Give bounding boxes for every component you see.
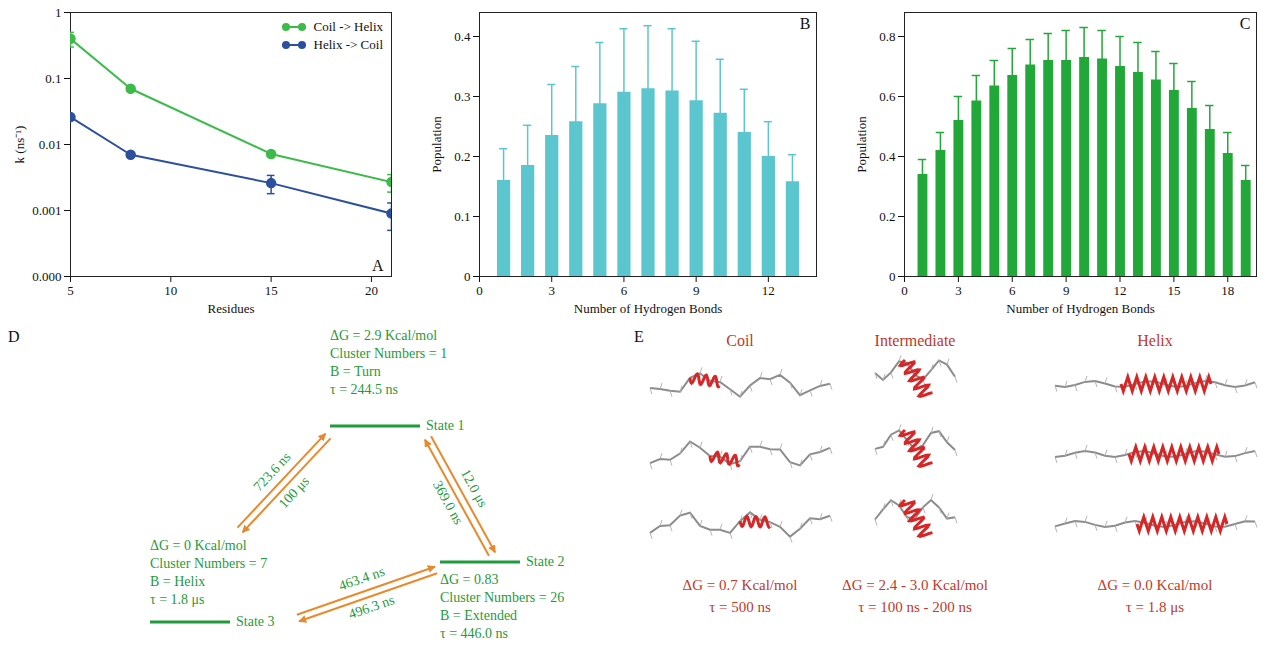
- svg-text:Number of Hydrogen Bonds: Number of Hydrogen Bonds: [574, 301, 722, 316]
- svg-text:Number of Hydrogen Bonds: Number of Hydrogen Bonds: [1006, 301, 1154, 316]
- svg-text:20: 20: [365, 283, 378, 298]
- svg-text:Cluster Numbers = 26: Cluster Numbers = 26: [440, 590, 564, 605]
- svg-text:0.8: 0.8: [879, 29, 895, 44]
- svg-text:9: 9: [693, 283, 700, 298]
- svg-text:3: 3: [955, 283, 962, 298]
- svg-text:10: 10: [164, 283, 177, 298]
- svg-text:ΔG = 0.7 Kcal/mol: ΔG = 0.7 Kcal/mol: [683, 577, 798, 593]
- svg-text:6: 6: [1009, 283, 1016, 298]
- svg-text:τ = 100 ns - 200 ns: τ = 100 ns - 200 ns: [858, 599, 972, 615]
- svg-text:B = Helix: B = Helix: [150, 574, 205, 589]
- svg-text:463.4 ns: 463.4 ns: [337, 564, 387, 594]
- svg-text:E: E: [634, 328, 644, 345]
- svg-text:0.001: 0.001: [32, 203, 61, 218]
- svg-text:B: B: [800, 15, 811, 32]
- svg-text:0.3: 0.3: [454, 89, 470, 104]
- svg-text:τ = 500 ns: τ = 500 ns: [709, 599, 771, 615]
- svg-text:k (ns⁻¹): k (ns⁻¹): [12, 126, 27, 164]
- svg-text:0: 0: [901, 283, 908, 298]
- svg-text:12.0 μs: 12.0 μs: [458, 467, 491, 510]
- svg-text:State 1: State 1: [426, 418, 465, 433]
- svg-text:0.1: 0.1: [454, 209, 470, 224]
- svg-text:B = Turn: B = Turn: [330, 364, 381, 379]
- svg-text:Population: Population: [854, 116, 869, 173]
- svg-text:12: 12: [762, 283, 775, 298]
- svg-text:ΔG = 2.9 Kcal/mol: ΔG = 2.9 Kcal/mol: [330, 328, 437, 343]
- html-text:Helix -> Coil: Helix -> Coil: [313, 37, 383, 52]
- svg-text:15: 15: [1167, 283, 1180, 298]
- svg-text:ΔG = 2.4 - 3.0 Kcal/mol: ΔG = 2.4 - 3.0 Kcal/mol: [842, 577, 988, 593]
- svg-text:0.2: 0.2: [454, 149, 470, 164]
- svg-text:ΔG = 0.83: ΔG = 0.83: [440, 572, 499, 587]
- svg-text:0: 0: [464, 269, 471, 284]
- svg-text:496.3 ns: 496.3 ns: [347, 592, 397, 622]
- svg-text:B = Extended: B = Extended: [440, 608, 517, 623]
- svg-text:Cluster Numbers = 7: Cluster Numbers = 7: [150, 556, 267, 571]
- svg-text:0: 0: [476, 283, 483, 298]
- svg-text:C: C: [1240, 15, 1251, 32]
- svg-text:Residues: Residues: [208, 301, 255, 316]
- svg-text:5: 5: [67, 283, 74, 298]
- svg-text:0: 0: [889, 269, 896, 284]
- svg-text:0.2: 0.2: [879, 209, 895, 224]
- svg-text:τ = 1.8 μs: τ = 1.8 μs: [1126, 599, 1185, 615]
- svg-text:A: A: [372, 257, 384, 274]
- svg-text:15: 15: [265, 283, 278, 298]
- svg-text:3: 3: [548, 283, 555, 298]
- svg-text:0.6: 0.6: [879, 89, 896, 104]
- svg-text:1: 1: [55, 5, 62, 20]
- svg-text:0.000: 0.000: [32, 269, 61, 284]
- svg-text:9: 9: [1063, 283, 1070, 298]
- svg-text:0.1: 0.1: [45, 71, 61, 86]
- svg-text:D: D: [8, 328, 20, 345]
- svg-text:Population: Population: [429, 116, 444, 173]
- html-text:Coil -> Helix: Coil -> Helix: [313, 19, 383, 34]
- svg-text:0.4: 0.4: [454, 29, 471, 44]
- svg-text:ΔG = 0.0 Kcal/mol: ΔG = 0.0 Kcal/mol: [1098, 577, 1213, 593]
- svg-text:Intermediate: Intermediate: [875, 332, 956, 349]
- svg-text:State 2: State 2: [526, 554, 565, 569]
- svg-text:0.4: 0.4: [879, 149, 896, 164]
- svg-text:τ = 244.5 ns: τ = 244.5 ns: [330, 382, 398, 397]
- svg-text:0.01: 0.01: [39, 137, 62, 152]
- svg-text:18: 18: [1221, 283, 1234, 298]
- svg-text:τ = 446.0 ns: τ = 446.0 ns: [440, 626, 508, 641]
- svg-text:100 μs: 100 μs: [276, 474, 313, 512]
- svg-text:6: 6: [621, 283, 628, 298]
- svg-text:Helix: Helix: [1137, 332, 1173, 349]
- svg-text:Cluster Numbers = 1: Cluster Numbers = 1: [330, 346, 447, 361]
- svg-text:State 3: State 3: [236, 614, 275, 629]
- svg-text:723.6 ns: 723.6 ns: [250, 449, 294, 495]
- svg-text:12: 12: [1114, 283, 1127, 298]
- svg-text:Coil: Coil: [726, 332, 754, 349]
- svg-text:ΔG = 0 Kcal/mol: ΔG = 0 Kcal/mol: [150, 538, 247, 553]
- svg-text:369.0 ns: 369.0 ns: [430, 478, 466, 527]
- svg-text:τ = 1.8 μs: τ = 1.8 μs: [150, 592, 204, 607]
